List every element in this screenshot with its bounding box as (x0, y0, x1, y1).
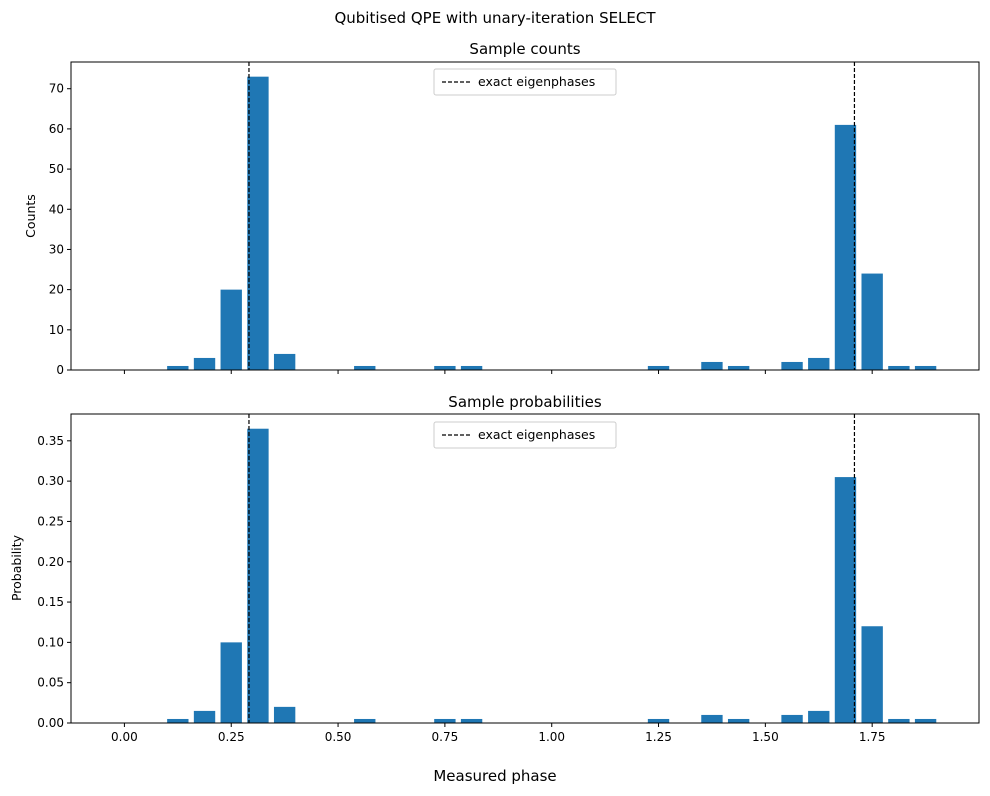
probabilities-bar (647, 718, 670, 723)
probabilities-y-tick-label: 0.25 (37, 514, 64, 528)
probabilities-y-tick-label: 0.10 (37, 635, 64, 649)
probabilities-x-tick-label: 1.75 (859, 730, 886, 744)
probabilities-bar (354, 718, 376, 723)
probabilities-bar (193, 710, 216, 723)
counts-eigenphase-lines (248, 62, 856, 370)
counts-panel-title: Sample counts (469, 40, 580, 58)
probabilities-bar (781, 714, 803, 723)
probabilities-bar (247, 428, 269, 723)
probabilities-panel: Sample probabilities Probability 0.000.0… (9, 393, 980, 744)
probabilities-bar (167, 718, 189, 723)
counts-bar (914, 365, 937, 370)
probabilities-x-tick-label: 0.75 (432, 730, 459, 744)
counts-bar (808, 357, 830, 370)
counts-bar (727, 365, 750, 370)
counts-legend-label: exact eigenphases (478, 74, 595, 89)
counts-bar (247, 76, 269, 371)
probabilities-eigenphase-lines (248, 414, 856, 723)
probabilities-bar (434, 718, 456, 723)
counts-panel: Sample counts Counts 0 10 20 30 40 50 60 70 exa… (23, 40, 980, 377)
counts-y-tick-label: 30 (49, 242, 64, 256)
probabilities-panel-title: Sample probabilities (448, 393, 602, 411)
counts-y-tick-label: 40 (49, 202, 64, 216)
counts-bar (861, 273, 883, 370)
probabilities-x-tick-label: 1.50 (752, 730, 779, 744)
probabilities-bar (701, 714, 723, 723)
counts-y-tick-label: 20 (49, 283, 64, 297)
counts-bar (888, 365, 910, 370)
counts-y-ticks: 0 10 20 30 40 50 60 70 (49, 82, 71, 377)
counts-legend-box (433, 68, 617, 96)
counts-bar (273, 353, 296, 370)
probabilities-y-tick-label: 0.15 (37, 595, 64, 609)
probabilities-bar (834, 477, 857, 723)
probabilities-bar (914, 718, 937, 723)
probabilities-bar (273, 706, 296, 723)
probabilities-bars (167, 428, 937, 723)
counts-bar (434, 365, 456, 370)
counts-bar (647, 365, 670, 370)
probabilities-x-tick-label: 0.00 (111, 730, 138, 744)
counts-x-ticks (123, 370, 873, 374)
counts-y-tick-label: 50 (49, 162, 64, 176)
probabilities-x-tick-label: 1.25 (645, 730, 672, 744)
counts-bar (193, 357, 216, 370)
probabilities-y-tick-label: 0.35 (37, 434, 64, 448)
probabilities-y-tick-label: 0.30 (37, 474, 64, 488)
counts-bar (460, 365, 483, 370)
counts-y-tick-label: 10 (49, 323, 64, 337)
probabilities-y-tick-label: 0.20 (37, 555, 64, 569)
probabilities-x-tick-label: 0.25 (218, 730, 245, 744)
probabilities-bar (808, 710, 830, 723)
probabilities-x-tick-label: 1.00 (538, 730, 565, 744)
counts-y-axis-label: Counts (23, 194, 38, 238)
x-axis-label: Measured phase (433, 767, 556, 785)
probabilities-y-tick-label: 0.05 (37, 676, 64, 690)
probabilities-legend-label: exact eigenphases (478, 427, 595, 442)
probabilities-x-tick-label: 0.50 (325, 730, 352, 744)
probabilities-bar (727, 718, 750, 723)
counts-bars (167, 76, 937, 371)
probabilities-bar (220, 642, 242, 723)
figure-title: Qubitised QPE with unary-iteration SELEC… (334, 9, 656, 27)
probabilities-bar (460, 718, 483, 723)
counts-y-tick-label: 70 (49, 82, 64, 96)
probabilities-legend-box (433, 421, 617, 449)
counts-bar (701, 361, 723, 370)
probabilities-y-ticks: 0.00 0.05 0.10 0.15 0.20 0.25 0.30 0.35 (37, 434, 71, 730)
probabilities-plot-frame (70, 413, 980, 724)
counts-bar (834, 124, 857, 370)
counts-y-tick-label: 60 (49, 122, 64, 136)
counts-bar (220, 289, 242, 370)
counts-bar (167, 365, 189, 370)
counts-plot-frame (70, 61, 980, 371)
probabilities-bar (861, 626, 883, 723)
probabilities-y-axis-label: Probability (9, 534, 24, 601)
probabilities-bar (888, 718, 910, 723)
counts-legend: exact eigenphases (433, 68, 617, 96)
counts-y-tick-label: 0 (56, 363, 64, 377)
probabilities-x-ticks: 0.00 0.25 0.50 0.75 1.00 1.25 1.50 1.75 (111, 723, 886, 744)
counts-bar (781, 361, 803, 370)
probabilities-y-tick-label: 0.00 (37, 716, 64, 730)
counts-bar (354, 365, 376, 370)
probabilities-legend: exact eigenphases (433, 421, 617, 449)
